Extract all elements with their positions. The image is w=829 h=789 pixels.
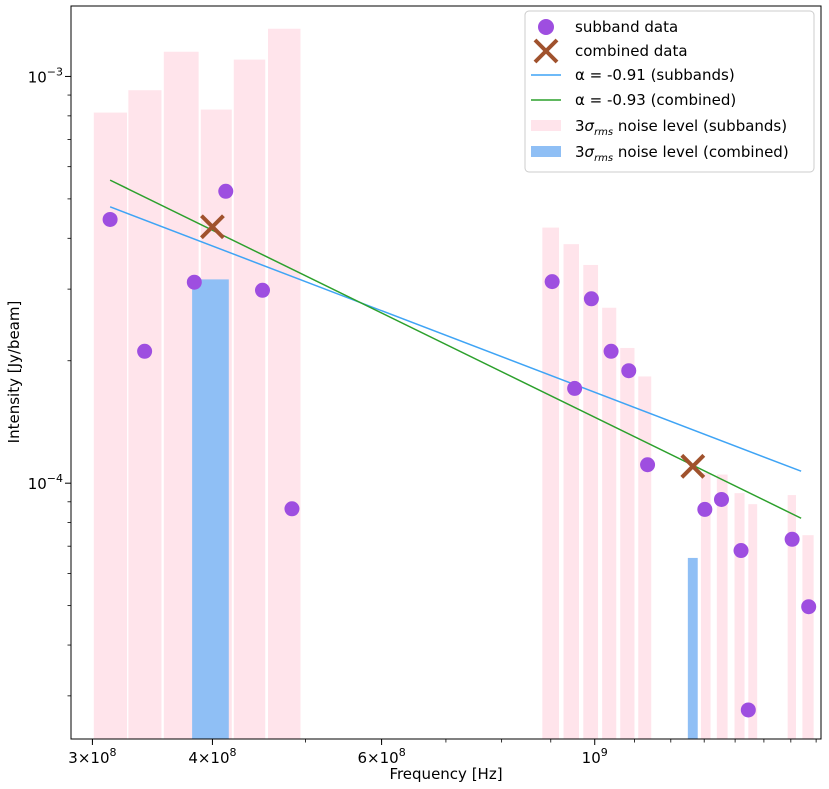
subband-point-10 [621,363,637,379]
combined-point-0 [200,214,225,240]
subband-point-5 [284,501,300,517]
noise-bar-combined-1 [687,557,698,739]
data-points [102,183,817,718]
subband-point-13 [713,491,729,507]
noise-bar-subband-1 [128,90,162,739]
noise-bar-subband-6 [542,227,560,740]
noise-bar-subband-14 [734,493,745,739]
legend-marker-noise-subbands [531,120,561,131]
noise-bar-subband-4 [233,59,266,739]
subband-point-15 [740,702,756,718]
subband-point-16 [784,531,800,547]
legend-label-fit-combined: α = -0.93 (combined) [575,91,736,109]
noise-bar-subband-7 [563,244,579,739]
noise-bar-subband-9 [602,307,617,739]
noise-bar-subband-13 [716,474,728,739]
legend-label-subband-data: subband data [575,18,678,36]
legend-marker-subband-data [538,19,554,35]
subband-point-7 [567,380,583,396]
legend-marker-noise-combined [531,146,561,157]
noise-bar-subband-11 [638,376,652,739]
legend-label-noise-combined-suffix: noise level (combined) [613,143,789,161]
combined-point-1 [680,453,706,479]
x-tick-label-1: 4×108 [188,746,236,767]
noise-bar-subband-8 [583,264,599,739]
subband-point-1 [137,343,153,359]
legend-label-noise-subbands-sub: rms [594,127,613,138]
y-tick-label-1: 10−3 [28,65,63,86]
noise-bar-subband-17 [802,535,814,739]
legend-marker-combined-data [533,38,559,64]
subband-point-11 [640,457,656,473]
legend-label-noise-combined-sub: rms [594,153,613,164]
x-tick-label-2: 6×108 [357,746,405,767]
x-tick-label-0: 3×108 [68,746,116,767]
subband-point-8 [583,291,599,307]
x-tick-label-3: 109 [582,746,608,767]
subband-point-9 [603,343,619,359]
x-axis-label: Frequency [Hz] [389,765,502,783]
y-axis-label: Intensity [Jy/beam] [5,301,23,444]
legend-label-fit-subbands: α = -0.91 (subbands) [575,66,735,84]
legend-label-noise-combined: 3σrms noise level (combined) [575,143,789,164]
subband-point-12 [697,501,713,517]
noise-bars-subbands [93,28,814,740]
legend-label-noise-subbands-prefix: 3 [575,117,585,135]
legend-label-combined-data: combined data [575,42,688,60]
fit-line-subbands [109,206,802,472]
subband-point-6 [544,274,560,290]
y-tick-label-0: 10−4 [28,472,63,493]
legend-label-noise-subbands-suffix: noise level (subbands) [613,117,787,135]
x-axis-ticks: 3×108 4×108 6×108 109 [68,739,817,767]
subband-point-0 [102,211,118,227]
legend-frame [524,10,815,173]
noise-bar-subband-10 [620,347,635,739]
y-axis-ticks: 10−4 10−3 [28,65,71,697]
legend-label-noise-subbands: 3σrms noise level (subbands) [575,117,787,138]
subband-point-2 [186,274,202,290]
noise-bar-combined-0 [192,279,229,739]
noise-bar-subband-16 [787,495,797,739]
subband-point-14 [733,543,749,559]
legend-label-noise-combined-prefix: 3 [575,143,585,161]
noise-bar-subband-12 [700,472,711,739]
noise-bar-subband-15 [748,504,758,739]
subband-point-4 [254,282,270,298]
legend-label-noise-combined-sigma: σ [585,143,595,161]
legend-label-noise-subbands-sigma: σ [585,117,595,135]
subband-point-17 [801,599,817,615]
noise-bars-combined [192,279,698,739]
legend: subband data combined data α = -0.91 (su… [524,10,815,173]
subband-point-3 [218,183,234,199]
noise-bar-subband-5 [268,28,301,740]
